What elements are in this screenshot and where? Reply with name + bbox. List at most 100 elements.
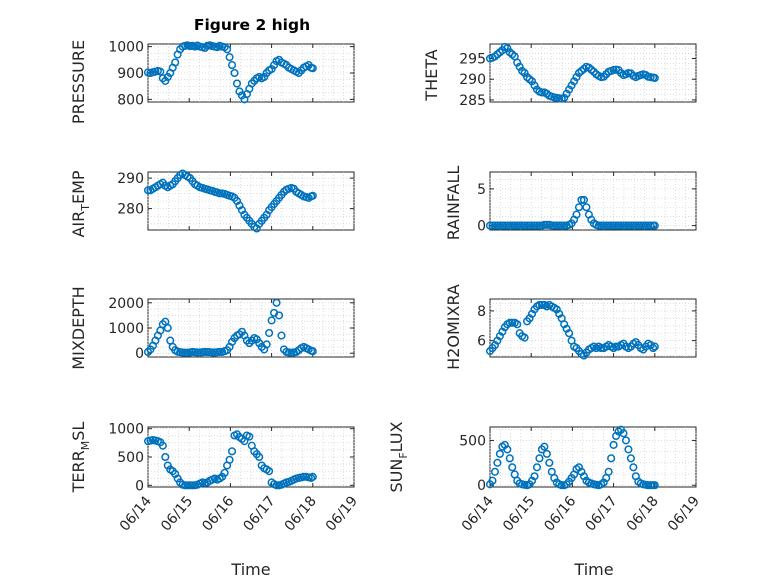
terrmsl-point xyxy=(308,472,317,481)
theta-point xyxy=(537,88,546,97)
rainfall-point xyxy=(631,221,640,230)
pressure-point xyxy=(230,68,239,78)
mixdepth-point xyxy=(163,323,172,333)
pressure-ytick-label: 900 xyxy=(117,66,144,82)
mixdepth-point xyxy=(193,348,202,357)
theta-ylabel: THETA xyxy=(422,49,441,101)
h2omixra-point xyxy=(537,300,546,309)
left-xlabel: Time xyxy=(230,560,270,579)
rainfall-point xyxy=(490,221,499,230)
rainfall-point xyxy=(498,221,507,230)
pressure-point xyxy=(227,61,237,70)
terrmsl-ytick-label: 0 xyxy=(135,478,144,494)
rainfall-point xyxy=(604,221,613,230)
rainfall-point xyxy=(540,220,549,229)
airtemp-point xyxy=(308,191,317,200)
figure-title: Figure 2 high xyxy=(194,16,310,34)
subplot-grid: 8009001000285290295280290050100020006805… xyxy=(108,40,703,535)
mixdepth-axes: 0 1000 2000 xyxy=(108,296,355,362)
pressure-point xyxy=(232,79,242,88)
sunflux-point xyxy=(505,454,514,463)
sunflux-point xyxy=(495,449,504,458)
pressure-point xyxy=(156,67,165,76)
rainfall-point xyxy=(518,221,527,230)
sunflux-point xyxy=(493,458,502,467)
terrmsl-ylabel: TERRMSL xyxy=(69,422,92,494)
rainfall-point xyxy=(523,221,532,230)
h2omixra-point xyxy=(505,318,514,327)
rainfall-point xyxy=(525,221,534,230)
mixdepth-point xyxy=(308,347,317,356)
mixdepth-point xyxy=(215,347,224,357)
sunflux-xtick-label: 06/18 xyxy=(624,493,662,534)
rainfall-point xyxy=(646,221,655,230)
airtemp-point xyxy=(215,189,224,198)
sunflux-point xyxy=(530,472,539,481)
rainfall-point xyxy=(493,221,502,230)
terrmsl-xtick-label: 06/19 xyxy=(323,493,361,534)
rainfall-point xyxy=(500,221,509,230)
sunflux-xtick-label: 06/14 xyxy=(459,493,497,534)
rainfall-point xyxy=(552,221,561,230)
h2omixra-point xyxy=(565,329,574,338)
sunflux-point xyxy=(535,454,544,463)
pressure-axes: 800 900 1000 xyxy=(108,40,355,108)
sunflux-point xyxy=(532,463,542,472)
rainfall-point xyxy=(599,221,608,230)
h2omixra-point xyxy=(513,320,522,329)
rainfall-point xyxy=(555,221,564,230)
theta-ytick-label: 295 xyxy=(459,52,486,68)
mixdepth-point xyxy=(200,347,209,357)
mixdepth-ytick-label: 1000 xyxy=(108,321,144,337)
rainfall-point xyxy=(560,221,569,230)
theta-axes: 285 290 295 xyxy=(459,42,697,109)
mixdepth-point xyxy=(181,348,190,357)
rainfall-ylabel: RAINFALL xyxy=(444,166,463,241)
sunflux-axes: 0 500 06/14 06/15 06/16 06/17 06/18 06/19 xyxy=(459,425,703,534)
mixdepth-ylabel: MIXDEPTH xyxy=(69,286,88,369)
rainfall-point xyxy=(619,221,628,230)
terrmsl-axes: 0 500 1000 06/14 06/15 06/16 06/17 06/18 06/19 xyxy=(108,422,361,535)
mixdepth-point xyxy=(262,340,271,349)
rainfall-point xyxy=(574,203,584,212)
rainfall-point xyxy=(532,221,542,230)
right-xlabel: Time xyxy=(573,560,613,579)
rainfall-point xyxy=(602,221,611,230)
rainfall-point xyxy=(582,203,591,212)
rainfall-point xyxy=(636,221,645,230)
terrmsl-point xyxy=(220,468,229,477)
pressure-point xyxy=(308,64,317,73)
rainfall-point xyxy=(513,221,522,230)
sunflux-point xyxy=(508,463,517,472)
sunflux-point xyxy=(490,467,499,476)
rainfall-point xyxy=(505,221,514,230)
rainfall-point xyxy=(607,221,616,230)
rainfall-point xyxy=(639,221,648,230)
rainfall-axes: 05 xyxy=(477,171,697,235)
sunflux-point xyxy=(488,476,497,485)
h2omixra-ylabel: H2OMIXRA xyxy=(444,284,463,370)
airtemp-axes: 280 290 xyxy=(117,169,355,233)
terrmsl-point xyxy=(185,481,195,490)
rainfall-point xyxy=(616,221,626,230)
sunflux-ytick-label: 0 xyxy=(477,478,486,494)
rainfall-point xyxy=(542,220,551,229)
airtemp-ytick-label: 290 xyxy=(117,171,144,187)
rainfall-point xyxy=(629,221,638,230)
rainfall-point xyxy=(626,221,635,230)
rainfall-point xyxy=(495,221,504,230)
terrmsl-point xyxy=(272,481,281,490)
airtemp-ylabel: AIRTEMP xyxy=(69,170,92,237)
h2omixra-ytick-label: 8 xyxy=(477,304,486,320)
rainfall-point xyxy=(650,221,659,230)
rainfall-ytick-label: 5 xyxy=(477,182,486,198)
mixdepth-point xyxy=(265,328,274,338)
h2omixra-point xyxy=(520,333,529,342)
rainfall-point xyxy=(624,221,633,230)
sunflux-point xyxy=(604,467,613,476)
sunflux-point xyxy=(650,481,659,490)
sunflux-point xyxy=(540,442,549,451)
mixdepth-ytick-label: 0 xyxy=(135,346,144,362)
pressure-point xyxy=(223,45,232,54)
sunflux-point xyxy=(607,454,616,463)
